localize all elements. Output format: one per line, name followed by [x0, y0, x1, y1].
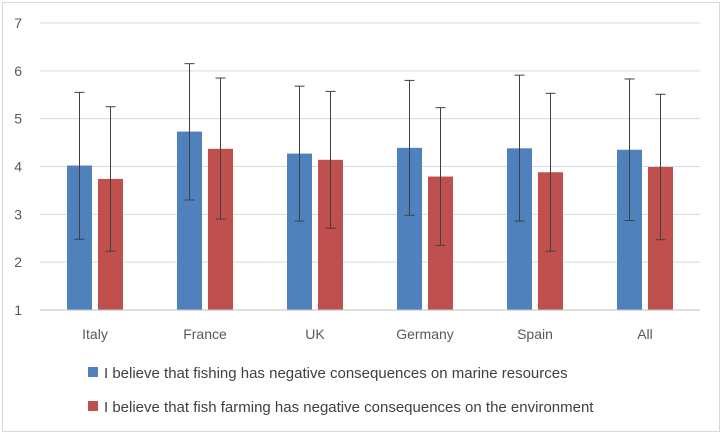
gridlines: [40, 22, 700, 311]
x-tick-label-germany: Germany: [396, 326, 454, 342]
y-tick-label-3: 3: [14, 206, 22, 222]
y-tick-label-6: 6: [14, 63, 22, 79]
y-tick-label-7: 7: [14, 15, 22, 31]
y-axis: 1 2 3 4 5 6 7: [14, 15, 22, 318]
y-tick-label-1: 1: [14, 302, 22, 318]
x-tick-label-italy: Italy: [82, 326, 108, 342]
x-tick-label-all: All: [637, 326, 653, 342]
legend-label-fishing: I believe that fishing has negative cons…: [104, 365, 568, 382]
y-tick-label-5: 5: [14, 111, 22, 127]
x-tick-label-uk: UK: [305, 326, 325, 342]
legend-swatch-fishing: [88, 367, 98, 377]
error-bars: [74, 63, 666, 252]
bars: [67, 131, 673, 310]
x-tick-label-france: France: [183, 326, 227, 342]
y-tick-label-4: 4: [14, 159, 22, 175]
legend: I believe that fishing has negative cons…: [88, 365, 594, 416]
y-tick-label-2: 2: [14, 254, 22, 270]
legend-label-fish-farming: I believe that fish farming has negative…: [104, 399, 594, 416]
legend-swatch-fish-farming: [88, 401, 98, 411]
x-axis: Italy France UK Germany Spain All: [40, 309, 700, 342]
x-tick-label-spain: Spain: [517, 326, 553, 342]
